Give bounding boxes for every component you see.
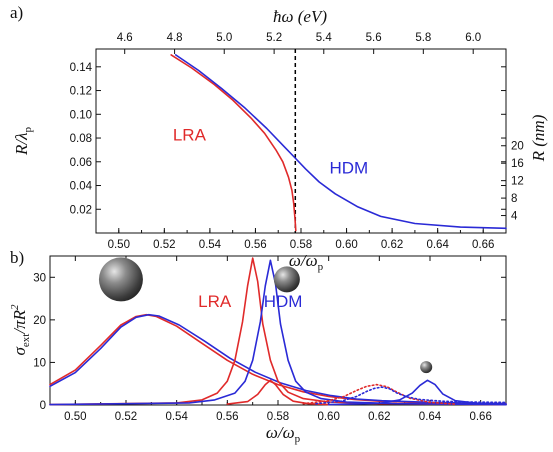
top-axis-label: ħω (eV) [273, 7, 327, 26]
top-tick-label: 6.0 [465, 32, 481, 44]
top-tick-label: 5.8 [415, 32, 431, 44]
panel-label: a) [10, 3, 23, 22]
x-axis-label-main: ω/ω [266, 423, 295, 442]
top-tick-label: 5.6 [366, 32, 382, 44]
curve-label-hdm: HDM [264, 292, 303, 311]
y-axis-label-sub: ext [20, 334, 32, 347]
right-tick-label: 20 [511, 141, 524, 153]
x-tick-label: 0.66 [469, 411, 491, 423]
x-tick-label: 0.54 [165, 411, 188, 423]
x-tick-label: 0.56 [244, 239, 266, 251]
x-tick-label: 0.64 [419, 411, 442, 423]
panel-a-chart: 0.50 0.52 0.54 0.56 0.58 0.60 0.62 0.64 0.66 0.02… [10, 3, 548, 273]
curve-label-lra: LRA [198, 292, 232, 311]
x-axis-label: ω/ωp [266, 423, 301, 445]
x-tick-label: 0.58 [290, 239, 312, 251]
series-line-hdm [49, 313, 507, 405]
y-tick-label: 0.10 [70, 109, 92, 121]
x-tick-label: 0.58 [267, 411, 289, 423]
top-tick-label: 4.6 [117, 32, 133, 44]
right-tick-label: 12 [511, 176, 524, 188]
y-tick-label: 0.04 [70, 181, 93, 193]
x-tick-label: 0.60 [335, 239, 357, 251]
curve-label-hdm: HDM [329, 159, 368, 178]
x-tick-label: 0.64 [426, 239, 449, 251]
series-line-lra [49, 257, 507, 406]
y-axis-label: R/λp [12, 127, 34, 156]
y-tick-label: 20 [33, 315, 46, 327]
y-tick-label: 10 [33, 357, 46, 369]
top-tick-label: 5.4 [316, 32, 333, 44]
y-axis-label-main: R/λ [12, 133, 31, 156]
panel-label: b) [10, 248, 24, 267]
y-tick-label: 0.06 [70, 157, 92, 169]
top-tick-label: 5.0 [216, 32, 232, 44]
right-tick-label: 8 [511, 193, 517, 205]
x-axis-label-main: ω/ω [289, 251, 318, 270]
top-tick-label: 4.8 [167, 32, 183, 44]
series-line-hdm [174, 54, 507, 230]
plot-frame [95, 48, 507, 234]
series-line-hdm [49, 259, 507, 406]
series-line-lra [49, 313, 507, 405]
y-tick-label: 0.02 [70, 204, 92, 216]
x-tick-label: 0.56 [216, 411, 238, 423]
y-tick-label: 0.08 [70, 133, 92, 145]
right-tick-label: 16 [511, 158, 524, 170]
x-tick-label: 0.62 [381, 239, 403, 251]
x-axis-label-sub: p [295, 433, 301, 445]
y-tick-label: 30 [33, 272, 46, 284]
y-axis-label-sup: 2 [9, 304, 21, 310]
series-line-lra [226, 379, 330, 406]
x-tick-label: 0.60 [317, 411, 339, 423]
nanosphere-medium-icon [273, 266, 300, 293]
x-tick-label: 0.52 [115, 411, 137, 423]
y-tick-label: 0.14 [70, 62, 93, 74]
y-axis-label-tail: /πR [10, 309, 29, 334]
y-axis-label: σext/πR2 [9, 304, 32, 355]
nanosphere-large-icon [98, 257, 143, 302]
y-tick-label: 0 [40, 400, 46, 412]
nanosphere-small-icon [420, 361, 433, 374]
right-tick-label: 4 [511, 211, 518, 223]
series-line-hdm [315, 386, 507, 405]
x-tick-label: 0.50 [64, 411, 86, 423]
series-line-lra [170, 54, 297, 232]
y-axis-label-main: σ [10, 346, 29, 355]
x-tick-label: 0.52 [153, 239, 175, 251]
top-tick-label: 5.2 [266, 32, 282, 44]
y-tick-label: 0.12 [70, 86, 92, 98]
curve-label-lra: LRA [173, 125, 207, 144]
x-tick-label: 0.62 [368, 411, 390, 423]
series-line-hdm [327, 379, 507, 406]
x-axis-label-sub: p [318, 261, 324, 273]
right-axis-label: R (nm) [529, 114, 548, 162]
x-tick-label: 0.54 [199, 239, 222, 251]
x-tick-label: 0.50 [108, 239, 130, 251]
panel-b-chart: 0.50 0.52 0.54 0.56 0.58 0.60 0.62 0.64 0.66 0 10 2… [9, 248, 507, 445]
x-tick-label: 0.66 [472, 239, 494, 251]
y-axis-label-sub: p [22, 127, 34, 133]
